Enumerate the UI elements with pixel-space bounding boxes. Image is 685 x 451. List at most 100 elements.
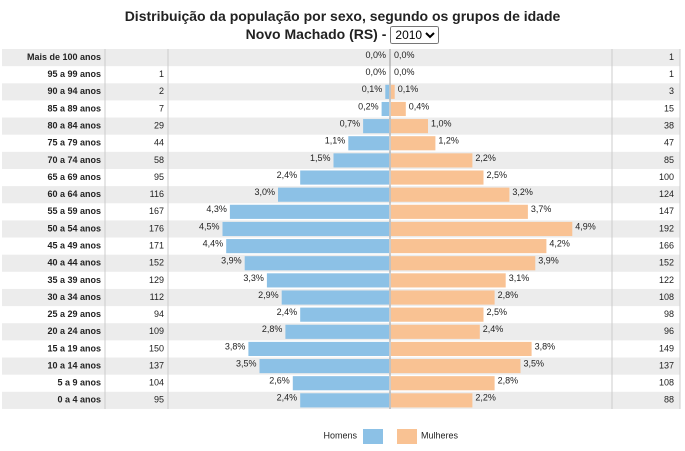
bar	[391, 273, 506, 288]
value-label: 0,1%	[398, 84, 419, 94]
value-label: 3,3%	[243, 273, 264, 283]
bar	[391, 376, 495, 391]
age-label: 35 a 39 anos	[47, 275, 101, 285]
count-label: 149	[659, 343, 674, 353]
value-label: 3,0%	[254, 187, 275, 197]
age-label: 40 a 44 anos	[47, 258, 101, 268]
count-label: 85	[664, 155, 674, 165]
chart-title: Distribuição da população por sexo, segu…	[124, 8, 561, 24]
count-label: 147	[659, 206, 674, 216]
bar	[391, 204, 528, 219]
age-label: 15 a 19 anos	[47, 343, 101, 353]
bar	[285, 324, 389, 339]
value-label: 2,5%	[487, 170, 508, 180]
age-label: 70 a 74 anos	[47, 155, 101, 165]
value-label: 0,0%	[365, 67, 386, 77]
value-label: 2,4%	[483, 324, 504, 334]
count-label: 171	[149, 240, 164, 250]
count-label: 152	[149, 258, 164, 268]
row-bg	[2, 117, 680, 135]
bar	[391, 170, 484, 185]
bar	[348, 136, 389, 151]
value-label: 1,0%	[431, 119, 452, 129]
value-label: 0,4%	[409, 101, 430, 111]
bar	[391, 84, 395, 99]
value-label: 2,2%	[475, 393, 496, 403]
bar	[391, 290, 495, 305]
count-label: 88	[664, 395, 674, 405]
value-label: 0,0%	[394, 67, 415, 77]
bar	[292, 376, 389, 391]
value-label: 2,4%	[277, 307, 298, 317]
legend-swatch	[397, 429, 417, 444]
count-label: 1	[159, 69, 164, 79]
bar	[300, 307, 389, 322]
age-label: 5 a 9 anos	[57, 378, 101, 388]
value-label: 2,6%	[269, 376, 290, 386]
row-bg	[2, 83, 680, 101]
value-label: 0,7%	[340, 119, 361, 129]
count-label: 122	[659, 275, 674, 285]
count-label: 150	[149, 343, 164, 353]
legend-label: Homens	[323, 430, 357, 440]
count-label: 2	[159, 86, 164, 96]
count-label: 192	[659, 223, 674, 233]
count-label: 167	[149, 206, 164, 216]
value-label: 3,5%	[236, 358, 257, 368]
value-label: 3,9%	[538, 256, 559, 266]
value-label: 3,1%	[509, 273, 530, 283]
value-label: 4,4%	[203, 238, 224, 248]
value-label: 1,2%	[438, 136, 459, 146]
count-label: 109	[149, 326, 164, 336]
bar	[391, 101, 406, 117]
count-label: 95	[154, 172, 164, 182]
bar	[391, 119, 428, 134]
count-label: 44	[154, 138, 164, 148]
subtitle-row: Novo Machado (RS) -2010	[0, 26, 685, 44]
count-label: 15	[664, 103, 674, 113]
value-label: 3,2%	[512, 187, 533, 197]
age-label: 80 a 84 anos	[47, 121, 101, 131]
bar	[222, 221, 389, 237]
bar	[363, 119, 389, 134]
count-label: 129	[149, 275, 164, 285]
bar	[281, 290, 389, 305]
bar	[385, 84, 389, 99]
bar	[244, 256, 389, 271]
count-label: 47	[664, 138, 674, 148]
count-label: 100	[659, 172, 674, 182]
age-label: 45 a 49 anos	[47, 240, 101, 250]
count-label: 108	[659, 378, 674, 388]
value-label: 3,8%	[225, 341, 246, 351]
bar	[259, 359, 389, 374]
value-label: 2,4%	[277, 170, 298, 180]
age-label: 55 a 59 anos	[47, 206, 101, 216]
bar	[278, 187, 389, 202]
year-select[interactable]: 2010	[390, 26, 440, 44]
age-label: 60 a 64 anos	[47, 189, 101, 199]
value-label: 0,1%	[362, 84, 383, 94]
count-label: 94	[154, 309, 164, 319]
count-label: 108	[659, 292, 674, 302]
bar	[391, 187, 510, 202]
value-label: 2,8%	[262, 324, 283, 334]
age-label: 75 a 79 anos	[47, 138, 101, 148]
count-label: 137	[659, 360, 674, 370]
subtitle: Novo Machado (RS) -	[245, 26, 387, 42]
age-label: 85 a 89 anos	[47, 103, 101, 113]
bar	[226, 239, 389, 254]
age-label: 25 a 29 anos	[47, 309, 101, 319]
count-label: 38	[664, 121, 674, 131]
bar	[300, 393, 389, 408]
value-label: 1,5%	[310, 153, 331, 163]
count-label: 137	[149, 360, 164, 370]
count-label: 29	[154, 121, 164, 131]
value-label: 4,3%	[206, 204, 227, 214]
legend-label: Mulheres	[421, 430, 459, 440]
count-label: 104	[149, 378, 164, 388]
age-label: 90 a 94 anos	[47, 86, 101, 96]
value-label: 3,9%	[221, 256, 242, 266]
count-label: 98	[664, 309, 674, 319]
